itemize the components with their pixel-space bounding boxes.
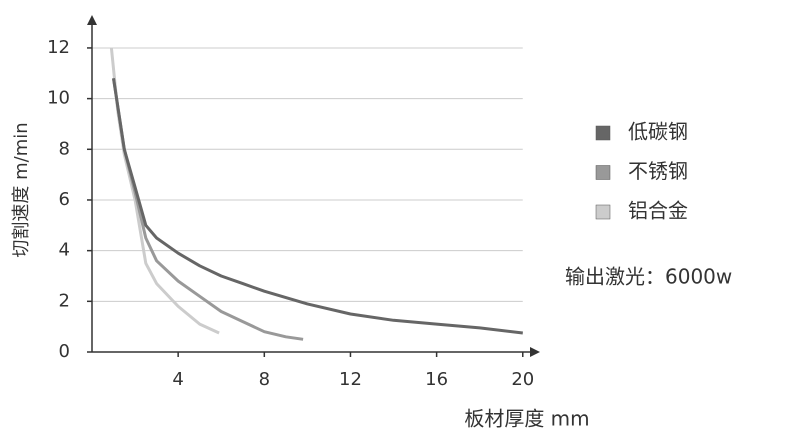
y-tick-label: 0	[59, 341, 70, 362]
legend-label: 不锈钢	[628, 159, 688, 183]
legend-label: 铝合金	[628, 199, 688, 223]
x-tick-label: 12	[339, 369, 362, 390]
y-tick-label: 8	[59, 138, 70, 159]
legend-swatch	[595, 204, 611, 220]
y-tick-label: 10	[47, 88, 70, 109]
legend-label: 低碳钢	[628, 120, 688, 144]
y-tick-label: 2	[59, 290, 70, 311]
y-tick-label: 6	[59, 189, 70, 210]
x-axis-arrow	[530, 347, 540, 357]
legend-swatch	[595, 125, 611, 141]
x-tick-label: 20	[511, 369, 534, 390]
series-line	[112, 78, 523, 335]
y-axis-label: 切割速度 m/min	[11, 122, 32, 257]
y-tick-label: 4	[59, 240, 70, 261]
series-line	[109, 47, 220, 335]
x-tick-label: 16	[425, 369, 448, 390]
annotation: 输出激光：6000w	[565, 265, 732, 289]
x-tick-label: 8	[259, 369, 270, 390]
x-tick-label: 4	[172, 369, 183, 390]
legend-swatch	[595, 165, 611, 180]
x-axis-label: 板材厚度 mm	[464, 407, 589, 431]
y-axis-arrow	[87, 15, 97, 25]
y-tick-label: 12	[47, 37, 70, 58]
